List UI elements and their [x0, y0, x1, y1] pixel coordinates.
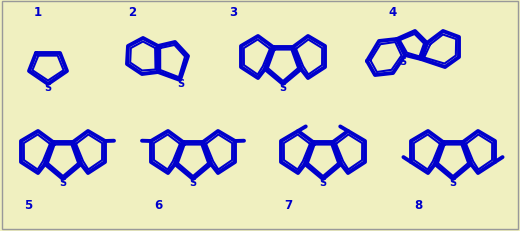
Text: S: S — [44, 83, 51, 93]
Text: S: S — [177, 79, 185, 89]
Text: S: S — [59, 177, 67, 187]
Text: 8: 8 — [414, 199, 422, 212]
Text: 1: 1 — [34, 6, 42, 19]
Text: S: S — [449, 177, 457, 187]
Text: 6: 6 — [154, 199, 162, 212]
Text: S: S — [399, 57, 407, 67]
Text: S: S — [189, 177, 197, 187]
Text: 4: 4 — [389, 6, 397, 19]
Text: S: S — [319, 177, 327, 187]
Text: 7: 7 — [284, 199, 292, 212]
Text: S: S — [279, 83, 287, 93]
Text: 2: 2 — [128, 6, 136, 19]
Text: 5: 5 — [24, 199, 32, 212]
Text: 3: 3 — [229, 6, 237, 19]
